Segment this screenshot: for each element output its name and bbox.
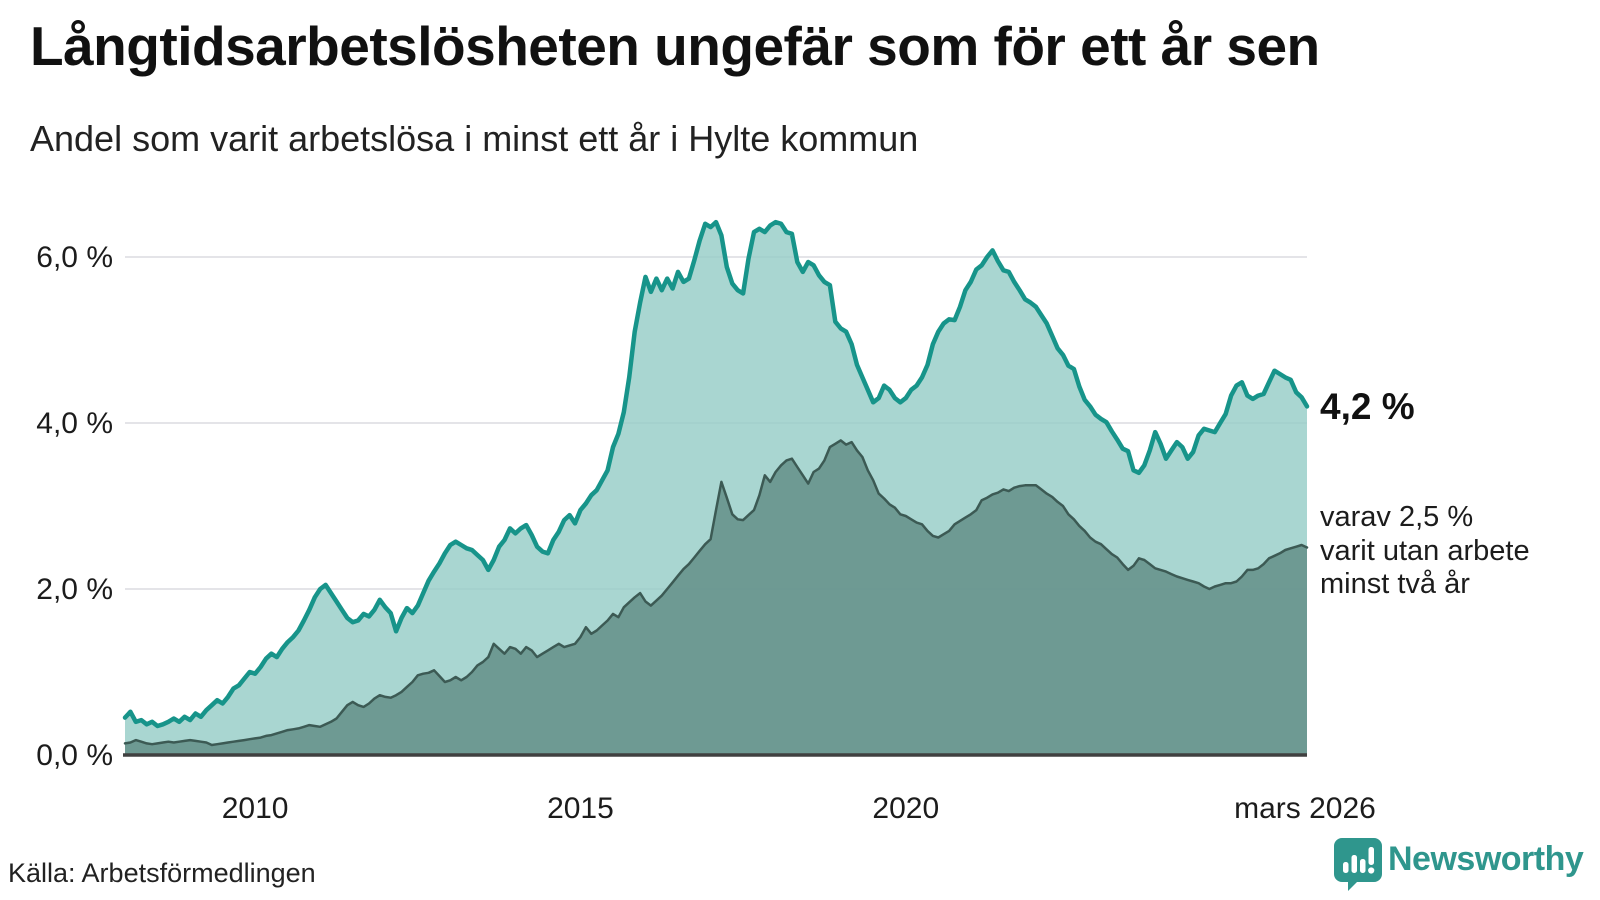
source-attribution: Källa: Arbetsförmedlingen xyxy=(8,858,316,888)
note-line: varit utan arbete xyxy=(1320,534,1530,567)
end-value-label: 4,2 % xyxy=(1320,386,1415,427)
y-axis-tick-label: 6,0 % xyxy=(36,241,113,274)
page-title: Långtidsarbetslösheten ungefär som för e… xyxy=(30,15,1320,77)
x-axis-tick-label: mars 2026 xyxy=(1234,792,1376,825)
bar-icon xyxy=(1343,862,1349,873)
x-axis-tick-label: 2020 xyxy=(872,792,939,825)
chart-subtitle: Andel som varit arbetslösa i minst ett å… xyxy=(30,118,919,159)
series-area xyxy=(125,440,1307,755)
exclamation-icon xyxy=(1368,847,1374,865)
note-line: varav 2,5 % xyxy=(1320,501,1474,533)
series-line xyxy=(122,219,1310,729)
y-axis-tick-label: 2,0 % xyxy=(36,573,113,606)
x-axis-tick-label: 2015 xyxy=(547,792,614,825)
brand-name: Newsworthy xyxy=(1388,840,1584,878)
x-axis-tick-label: 2010 xyxy=(222,792,289,825)
brand-logo: Newsworthy xyxy=(1332,836,1592,892)
bar-icon xyxy=(1360,859,1366,873)
series-line xyxy=(123,439,1309,747)
speech-bubble-shape xyxy=(1334,838,1382,891)
y-axis-tick-label: 4,0 % xyxy=(36,407,113,440)
note-line: minst två år xyxy=(1320,568,1470,600)
newsworthy-icon xyxy=(1334,838,1382,891)
bar-icon xyxy=(1351,855,1357,873)
exclamation-dot-icon xyxy=(1368,867,1375,874)
y-axis-tick-label: 0,0 % xyxy=(36,739,113,772)
secondary-series-note: varav 2,5 % varit utan arbete minst två … xyxy=(1320,501,1530,602)
